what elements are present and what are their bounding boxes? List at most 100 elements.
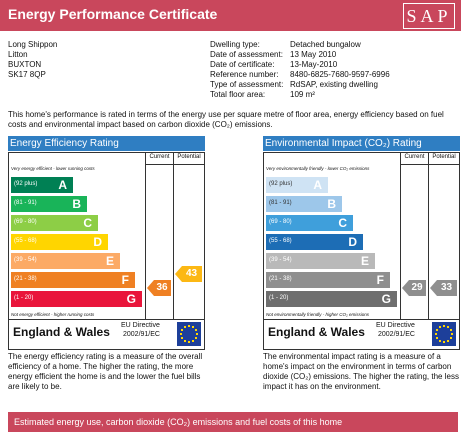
region: England & Wales — [13, 325, 110, 339]
environmental-description: The environmental impact rating is a mea… — [263, 352, 459, 391]
band-range: (55 - 68) — [14, 238, 37, 244]
flag-star — [439, 339, 441, 342]
detail-label: Dwelling type: — [210, 40, 260, 49]
directive: EU Directive — [121, 322, 160, 329]
band-letter: A — [313, 178, 322, 192]
band-range: (1 - 20) — [14, 295, 34, 301]
band-letter: F — [376, 273, 384, 287]
flag-star — [439, 326, 441, 329]
band-range: (81 - 91) — [14, 200, 37, 206]
detail-value: 13-May-2010 — [290, 60, 338, 69]
band-range: (69 - 80) — [14, 219, 37, 225]
rating-band: (39 - 54) E — [11, 253, 120, 269]
bottom-note: Not environmentally friendly - higher CO… — [266, 312, 370, 317]
rating-band: (55 - 68) D — [11, 234, 108, 250]
flag-star — [188, 341, 190, 343]
band-letter: D — [348, 235, 357, 249]
rating-box: Current Potential Very environmentally fri… — [263, 152, 460, 350]
current-rating: 29 — [411, 281, 423, 293]
address-line: BUXTON — [8, 60, 42, 69]
column-divider — [173, 153, 174, 319]
detail-label: Type of assessment: — [210, 80, 284, 89]
intro: This home's performance is rated in term… — [8, 110, 444, 129]
row-divider — [264, 319, 459, 320]
band-range: (81 - 91) — [269, 200, 292, 206]
detail-value: 8480-6825-7680-9597-6996 — [290, 70, 390, 79]
band-letter: B — [72, 197, 81, 211]
detail-label: Reference number: — [210, 70, 279, 79]
rating-band: (92 plus) A — [266, 177, 328, 193]
rating-band: (69 - 80) C — [11, 215, 98, 231]
address-line: SK17 8QP — [8, 70, 46, 79]
band-range: (55 - 68) — [269, 238, 292, 244]
rating-band: (69 - 80) C — [266, 215, 353, 231]
flag-star — [436, 337, 439, 339]
rating-band: (92 plus) A — [11, 177, 73, 193]
band-range: (92 plus) — [14, 181, 38, 187]
column-divider — [400, 153, 401, 319]
arrow-shape — [147, 279, 171, 296]
arrow-shape — [175, 266, 202, 283]
flag-star — [192, 339, 194, 342]
detail-value: 109 m² — [290, 90, 315, 99]
rating-band: (39 - 54) E — [266, 253, 375, 269]
address-line: Long Shippon — [8, 40, 58, 49]
current-rating: 36 — [156, 281, 168, 293]
arrow-shape — [430, 279, 457, 296]
title: Energy Performance Certificate — [8, 6, 218, 22]
band-letter: G — [126, 292, 136, 306]
column-header: Current — [149, 154, 170, 160]
directive: 2002/91/EC — [378, 331, 415, 338]
flag-star — [181, 337, 184, 339]
flag-star — [443, 325, 445, 327]
flag-star — [447, 339, 449, 342]
band-letter: B — [327, 197, 336, 211]
arrow-shape — [402, 279, 426, 296]
detail-label: Total floor area: — [210, 90, 266, 99]
flag-star — [196, 333, 198, 335]
band-letter: C — [338, 216, 347, 230]
band-letter: G — [381, 292, 391, 306]
flag-star — [184, 326, 186, 329]
flag-star — [436, 329, 439, 331]
band-letter: C — [83, 216, 92, 230]
potential-arrow — [430, 279, 457, 296]
band-letter: E — [105, 254, 114, 268]
band-range: (69 - 80) — [269, 219, 292, 225]
flag-star — [449, 329, 452, 331]
efficiency-description: The energy efficiency rating is a measur… — [8, 352, 203, 391]
header-bar — [0, 0, 461, 31]
rating-band: (55 - 68) D — [266, 234, 363, 250]
header-divider — [400, 164, 459, 165]
flag-star — [443, 341, 445, 343]
potential-rating: 33 — [440, 281, 453, 293]
directive: 2002/91/EC — [123, 331, 160, 338]
flag-star — [447, 326, 449, 329]
flag-star — [451, 333, 453, 335]
panel-title: Environmental Impact (CO₂) Rating — [263, 136, 460, 151]
rating-band: (21 - 38) F — [266, 272, 390, 288]
eu-flag — [432, 322, 456, 346]
band-range: (21 - 38) — [269, 276, 292, 282]
rating-band: (1 - 20) G — [266, 291, 397, 307]
efficiency-panel: Energy Efficiency Rating Current Potential… — [8, 136, 205, 350]
column-header: Potential — [432, 154, 456, 160]
rating-band: (1 - 20) G — [11, 291, 142, 307]
column-divider — [145, 153, 146, 319]
header-divider — [145, 164, 204, 165]
band-range: (39 - 54) — [14, 257, 37, 263]
band-range: (1 - 20) — [269, 295, 289, 301]
flag-star — [184, 339, 186, 342]
flag-star — [188, 325, 190, 327]
potential-rating: 43 — [185, 268, 198, 280]
address-line: Litton — [8, 50, 28, 59]
flag-star — [180, 333, 182, 335]
column-header: Potential — [177, 154, 201, 160]
detail-value: Detached bungalow — [290, 40, 361, 49]
flag-star — [192, 326, 194, 329]
eu-flag — [177, 322, 201, 346]
band-letter: A — [58, 178, 67, 192]
column-divider — [428, 153, 429, 319]
rating-band: (21 - 38) F — [11, 272, 135, 288]
